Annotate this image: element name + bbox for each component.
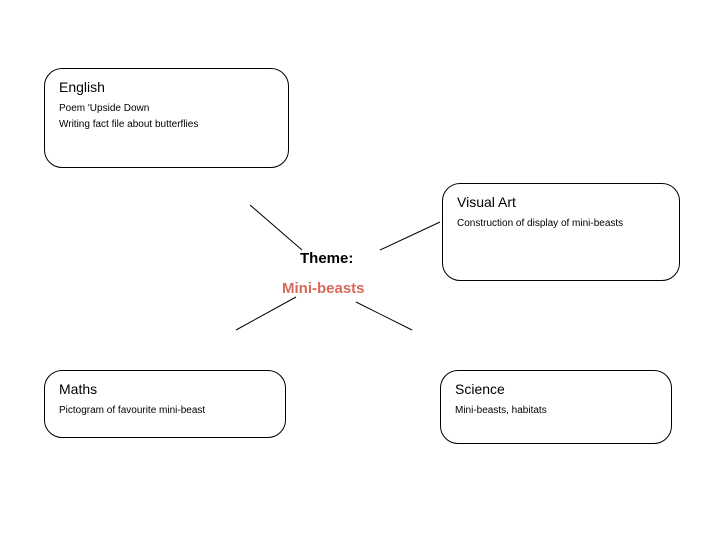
box-visual-art-title: Visual Art xyxy=(457,194,665,210)
box-maths-line-1: Pictogram of favourite mini-beast xyxy=(59,403,271,419)
box-science-line-1: Mini-beasts, habitats xyxy=(455,403,657,419)
box-english-line-2: Writing fact file about butterflies xyxy=(59,117,274,133)
connector-line xyxy=(236,297,296,330)
box-science: Science Mini-beasts, habitats xyxy=(440,370,672,444)
connector-line xyxy=(356,302,412,330)
box-english-title: English xyxy=(59,79,274,95)
box-maths-title: Maths xyxy=(59,381,271,397)
connector-line xyxy=(380,222,440,250)
box-english-line-1: Poem 'Upside Down xyxy=(59,101,274,117)
center-topic: Mini-beasts xyxy=(282,280,365,297)
box-visual-art-line-1: Construction of display of mini-beasts xyxy=(457,216,665,232)
box-english: English Poem 'Upside Down Writing fact f… xyxy=(44,68,289,168)
connector-line xyxy=(250,205,302,250)
box-visual-art: Visual Art Construction of display of mi… xyxy=(442,183,680,281)
box-science-title: Science xyxy=(455,381,657,397)
box-maths: Maths Pictogram of favourite mini-beast xyxy=(44,370,286,438)
center-theme-label: Theme: xyxy=(300,250,353,267)
